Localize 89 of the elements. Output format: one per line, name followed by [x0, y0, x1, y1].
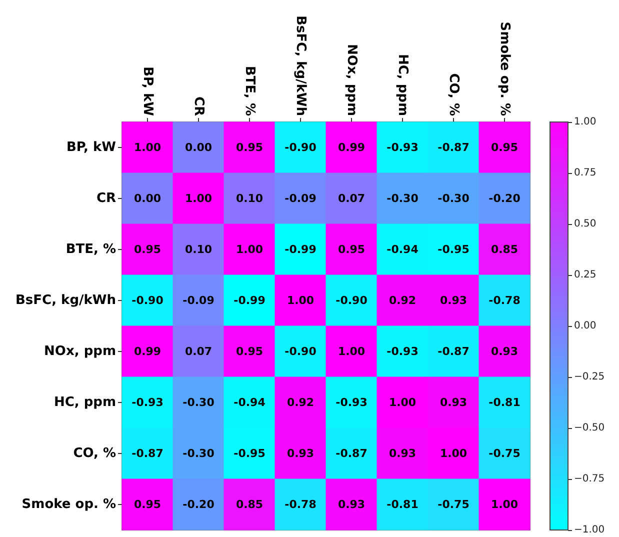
data-label: -0.75 [438, 498, 470, 511]
data-label: -0.87 [336, 447, 368, 460]
y-tick-label: CR [96, 191, 116, 206]
data-label: -0.30 [438, 192, 470, 205]
data-label: -0.95 [234, 447, 266, 460]
color-bar-label: −0.50 [574, 422, 605, 434]
data-label: 0.99 [134, 345, 162, 358]
data-label: 1.00 [338, 345, 366, 358]
x-tick-label: CO, % [446, 73, 461, 116]
data-label: -0.93 [132, 396, 164, 409]
data-label: -0.81 [386, 498, 418, 511]
data-label: 0.85 [236, 498, 264, 511]
data-label: -0.95 [438, 243, 470, 256]
data-label: -0.90 [284, 345, 317, 358]
color-bar-label: 1.00 [574, 116, 596, 128]
data-label: 0.93 [338, 498, 366, 511]
data-label: 1.00 [388, 396, 416, 409]
color-bar-label: −0.75 [574, 474, 605, 484]
color-bar-label: 0.50 [574, 218, 596, 230]
data-label: 0.93 [490, 345, 518, 358]
data-label: 1.00 [134, 141, 162, 154]
data-label: -0.99 [234, 294, 266, 307]
x-tick-label: BsFC, kg/kWh [293, 16, 308, 116]
data-label: -0.90 [132, 294, 164, 307]
data-label: -0.87 [438, 141, 470, 154]
data-label: 0.95 [338, 243, 366, 256]
data-label: 0.93 [286, 447, 314, 460]
y-tick-label: CO, % [73, 446, 116, 461]
data-label: -0.94 [386, 243, 419, 256]
color-bar-label: −0.25 [574, 372, 605, 382]
data-label: 0.00 [184, 141, 212, 154]
data-label: -0.87 [132, 447, 164, 460]
data-label: -0.75 [488, 447, 520, 460]
data-label: 0.93 [388, 447, 416, 460]
data-label: -0.81 [488, 396, 520, 409]
data-label: -0.93 [386, 345, 418, 358]
y-tick-label: NOx, ppm [44, 344, 116, 359]
x-tick-label: CR [191, 96, 206, 116]
data-label: 0.95 [134, 498, 162, 511]
data-label: 1.00 [184, 192, 212, 205]
data-label: -0.87 [438, 345, 470, 358]
data-label: 0.10 [184, 243, 212, 256]
data-label: 0.95 [134, 243, 162, 256]
data-label: -0.90 [284, 141, 317, 154]
x-tick-label: NOx, ppm [344, 44, 359, 116]
data-label: -0.99 [284, 243, 316, 256]
data-label: 0.95 [236, 141, 264, 154]
data-label: -0.30 [182, 447, 215, 460]
data-label: -0.09 [284, 192, 316, 205]
data-label: -0.20 [182, 498, 215, 511]
color-bar-label: −1.00 [574, 524, 605, 536]
x-tick-label: HC, ppm [395, 54, 410, 116]
data-label: -0.09 [182, 294, 214, 307]
data-label: -0.90 [336, 294, 368, 307]
y-tick-label: BTE, % [66, 242, 116, 257]
x-tick-label: BTE, % [242, 66, 257, 116]
color-bar-label: 0.75 [574, 168, 596, 178]
y-tick-label: BP, kW [66, 140, 116, 155]
y-tick-label: HC, ppm [54, 395, 116, 410]
x-tick-label: BP, kW [140, 66, 155, 116]
data-label: -0.20 [488, 192, 521, 205]
y-tick-label: Smoke op. % [22, 497, 116, 512]
data-label: -0.93 [386, 141, 418, 154]
data-label: 0.92 [388, 294, 416, 307]
data-label: 0.93 [440, 396, 468, 409]
data-label: 1.00 [440, 447, 468, 460]
y-tick-label: BsFC, kg/kWh [16, 293, 116, 308]
color-bar-label: 0.25 [574, 270, 596, 280]
data-label: 0.00 [134, 192, 162, 205]
data-label: -0.30 [182, 396, 215, 409]
data-label: -0.30 [386, 192, 419, 205]
data-label: 1.00 [286, 294, 314, 307]
data-label: -0.78 [284, 498, 316, 511]
data-label: 0.07 [184, 345, 212, 358]
data-label: 0.95 [490, 141, 518, 154]
data-label: -0.93 [336, 396, 368, 409]
x-tick-label: Smoke op. % [497, 22, 512, 116]
data-label: 1.00 [490, 498, 518, 511]
color-bar-label: 0.00 [574, 320, 596, 332]
data-label: -0.94 [234, 396, 266, 409]
data-label: 0.99 [338, 141, 366, 154]
data-label: -0.78 [488, 294, 520, 307]
data-label: 0.10 [236, 192, 264, 205]
data-label: 0.95 [236, 345, 264, 358]
data-label: 1.00 [236, 243, 264, 256]
data-label: 0.92 [286, 396, 314, 409]
data-label: 0.85 [490, 243, 518, 256]
data-label: 0.93 [440, 294, 468, 307]
data-label: 0.07 [338, 192, 366, 205]
